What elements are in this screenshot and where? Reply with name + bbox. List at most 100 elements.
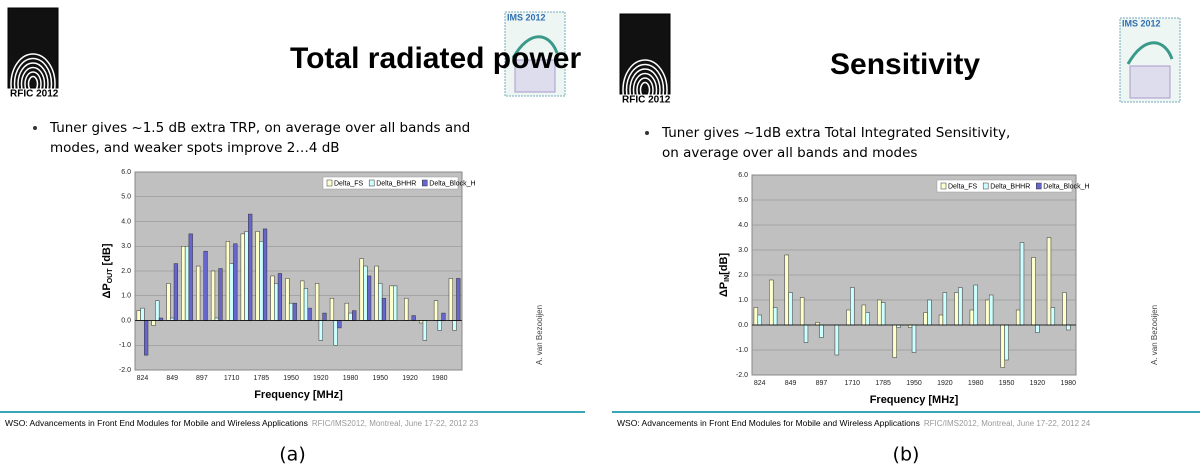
badge-stamp <box>514 59 556 93</box>
x-tick-label: 1980 <box>343 375 359 382</box>
bar <box>753 307 759 326</box>
legend-label: Delta_FS <box>334 180 364 187</box>
x-tick-label: 824 <box>754 380 766 387</box>
bar <box>210 270 216 321</box>
bar <box>769 279 774 326</box>
bar <box>144 320 149 356</box>
x-tick-label: 849 <box>166 375 178 382</box>
legend-label: Delta_Block_H <box>429 180 475 187</box>
bullet-dot <box>645 131 649 135</box>
logo-text: RFIC 2012 <box>622 95 671 106</box>
bar <box>389 285 394 321</box>
bullet-line: Tuner gives ~1dB extra Total Integrated … <box>661 125 1010 141</box>
bar <box>259 241 264 321</box>
bullet-dot <box>33 126 37 130</box>
badge-swirl <box>1126 41 1174 65</box>
logo-arc <box>27 75 39 93</box>
badge-swirl <box>511 35 559 59</box>
x-tick-label: 1950 <box>906 380 922 387</box>
y-tick-label: -1.0 <box>119 342 131 349</box>
bar <box>923 312 928 326</box>
bar <box>850 287 855 326</box>
logo-arc <box>13 57 53 111</box>
footer-note: RFIC/IMS2012, Montreal, June 17-22, 2012… <box>312 419 479 428</box>
legend-label: Delta_BHHR <box>376 180 416 187</box>
y-tick-label: -2.0 <box>736 372 748 379</box>
bar <box>1015 309 1021 326</box>
x-tick-label: 897 <box>816 380 828 387</box>
logo-arc <box>629 68 661 112</box>
bar <box>363 265 368 321</box>
bar <box>819 324 824 338</box>
bar <box>404 297 409 321</box>
bar <box>927 299 932 326</box>
bar <box>378 283 383 321</box>
bar <box>240 233 245 321</box>
legend-swatch <box>368 179 375 187</box>
x-tick-label: 1785 <box>254 375 270 382</box>
bar <box>151 320 156 326</box>
bullet-line: modes, and weaker spots improve 2…4 dB <box>50 140 340 156</box>
bar <box>757 314 762 326</box>
y-label-main: ΔP <box>101 283 113 298</box>
bar <box>181 246 186 321</box>
bar <box>248 213 253 321</box>
x-axis-label: Frequency [MHz] <box>870 394 959 406</box>
bar <box>411 315 416 321</box>
bar <box>969 309 975 326</box>
y-tick-label: 3.0 <box>738 247 748 254</box>
bar <box>772 307 778 326</box>
legend-swatch <box>940 182 947 190</box>
bar <box>861 304 867 326</box>
y-tick-label: 3.0 <box>121 243 131 250</box>
bar <box>155 300 160 321</box>
bar <box>244 231 249 321</box>
bar <box>911 324 917 353</box>
x-tick-label: 1950 <box>999 380 1015 387</box>
bar <box>985 299 990 326</box>
bar <box>877 299 882 326</box>
bar <box>277 273 283 321</box>
bar <box>1035 324 1040 333</box>
bar <box>329 297 335 321</box>
bar <box>1046 237 1052 326</box>
badge-stamp <box>1129 65 1171 99</box>
footer: WSO: Advancements in Front End Modules f… <box>617 418 1091 428</box>
logo-arc <box>24 71 42 97</box>
y-label-sub: OUT <box>107 268 114 284</box>
bar <box>262 228 268 321</box>
bar <box>381 297 387 321</box>
bar <box>270 275 275 321</box>
x-axis-label: Frequency [MHz] <box>254 389 343 401</box>
bar <box>784 254 789 326</box>
bar <box>218 268 223 321</box>
y-axis-label: ΔPIN[dB] <box>718 253 731 298</box>
bar <box>892 324 897 358</box>
x-tick-label: 897 <box>196 375 208 382</box>
bar <box>203 250 208 321</box>
y-tick-label: 6.0 <box>738 172 748 179</box>
bar <box>348 312 353 321</box>
x-tick-label: 1785 <box>875 380 891 387</box>
x-tick-label: 1710 <box>224 375 240 382</box>
bar <box>303 288 309 321</box>
legend-swatch <box>1036 182 1042 190</box>
bar <box>448 278 453 321</box>
author: A. van Bezooijen <box>1150 305 1159 365</box>
bar <box>255 231 260 321</box>
legend-swatch <box>982 182 989 190</box>
y-tick-label: 4.0 <box>738 222 748 229</box>
x-tick-label: 1920 <box>313 375 329 382</box>
bar <box>958 287 963 326</box>
y-tick-label: 2.0 <box>121 268 131 275</box>
bar <box>988 294 994 326</box>
x-tick-label: 1980 <box>1060 380 1076 387</box>
bar <box>954 292 959 326</box>
slide-title: Total radiated power <box>290 42 581 75</box>
bar <box>188 233 193 321</box>
x-tick-label: 849 <box>785 380 797 387</box>
bar <box>318 320 323 341</box>
bar <box>1066 324 1071 331</box>
bar <box>184 246 190 321</box>
bar <box>799 297 805 326</box>
